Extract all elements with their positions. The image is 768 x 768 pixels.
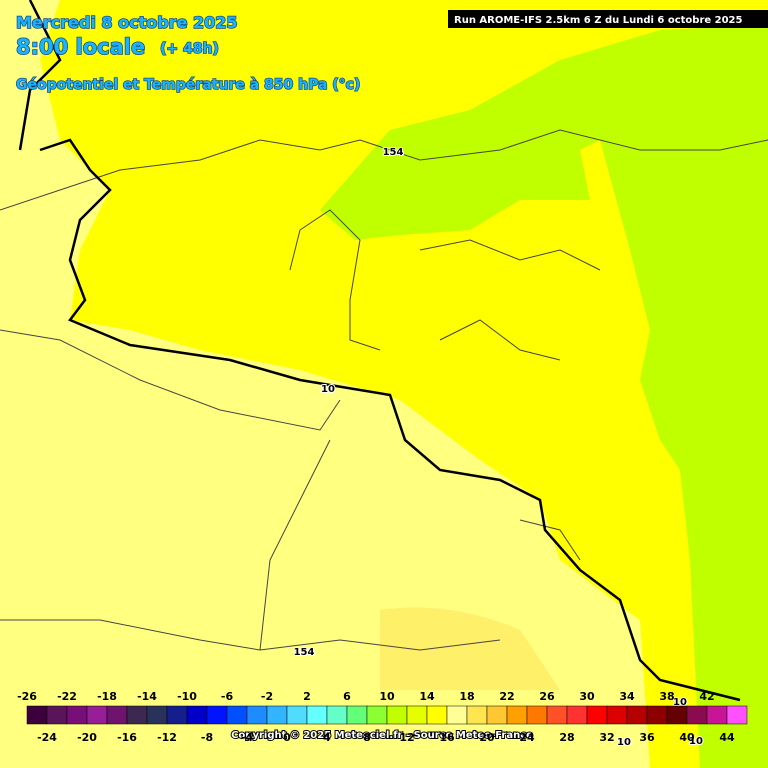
legend-label: 2 <box>303 690 311 703</box>
legend-label: -20 <box>77 731 97 744</box>
time: 8:00 locale <box>16 35 145 59</box>
legend-label: 44 <box>719 731 735 744</box>
legend-swatch <box>186 705 208 725</box>
legend-label: 12 <box>399 731 414 744</box>
legend-swatch <box>366 705 388 725</box>
contour-label: 154 <box>383 147 404 158</box>
legend-swatch <box>646 705 668 725</box>
legend-swatch <box>506 705 528 725</box>
contour-label: 154 <box>294 647 315 658</box>
legend-swatch <box>46 705 68 725</box>
legend-swatch <box>706 705 728 725</box>
legend-label: 18 <box>459 690 474 703</box>
temp-zone <box>380 607 560 690</box>
legend-swatch <box>286 705 308 725</box>
legend-label: -18 <box>97 690 117 703</box>
legend-label: -8 <box>201 731 213 744</box>
legend-swatch <box>606 705 628 725</box>
legend-swatch <box>126 705 148 725</box>
legend-label: -2 <box>261 690 273 703</box>
copyright: Copyright © 2025 Meteociel.fr - Source M… <box>231 730 533 741</box>
legend-swatch <box>526 705 548 725</box>
legend-label: 20 <box>479 731 495 744</box>
legend-label: -10 <box>177 690 197 703</box>
legend-swatch <box>246 705 268 725</box>
legend-swatch <box>386 705 408 725</box>
legend-swatch <box>426 705 448 725</box>
run-box <box>448 10 768 28</box>
run-info: Run AROME-IFS 2.5km 6 Z du Lundi 6 octob… <box>454 15 743 26</box>
legend-label: 16 <box>439 731 455 744</box>
legend-label: 36 <box>639 731 655 744</box>
legend-label: 28 <box>559 731 574 744</box>
legend-label: 0 <box>283 731 291 744</box>
country-border <box>18 0 741 702</box>
legend-label: 34 <box>619 690 635 703</box>
contour-label: 10 <box>617 737 631 748</box>
legend-swatch <box>86 705 108 725</box>
legend-swatch <box>566 705 588 725</box>
legend-swatch <box>266 705 288 725</box>
legend-swatch <box>546 705 568 725</box>
legend-label: 40 <box>679 731 695 744</box>
legend-label: -6 <box>221 690 234 703</box>
legend-swatch <box>486 705 508 725</box>
legend-swatch <box>206 705 228 725</box>
legend-swatch <box>66 705 88 725</box>
legend-label: 22 <box>499 690 514 703</box>
contour-label: 10 <box>689 736 703 747</box>
legend-label: -14 <box>137 690 157 703</box>
legend-label: -24 <box>37 731 57 744</box>
legend-label: 30 <box>579 690 595 703</box>
legend-swatch <box>306 705 328 725</box>
legend-label: 6 <box>343 690 351 703</box>
legend-label: 14 <box>419 690 435 703</box>
legend-swatch <box>466 705 488 725</box>
lead-time: (+ 48h) <box>160 41 219 57</box>
legend-label: 4 <box>323 731 331 744</box>
legend-swatch <box>446 705 468 725</box>
legend-label: -22 <box>57 690 77 703</box>
legend-label: -4 <box>241 731 254 744</box>
contour-label: 10 <box>321 384 335 395</box>
legend-label: 8 <box>363 731 371 744</box>
legend-label: 38 <box>659 690 674 703</box>
legend-swatch <box>666 705 688 725</box>
legend-label: -26 <box>17 690 37 703</box>
legend-swatch <box>686 705 708 725</box>
legend-swatch <box>226 705 248 725</box>
legend-label: 10 <box>379 690 395 703</box>
legend-swatch <box>346 705 368 725</box>
legend-swatch <box>626 705 648 725</box>
legend-label: 32 <box>599 731 614 744</box>
temp-zone <box>320 25 768 768</box>
legend-swatch <box>586 705 608 725</box>
legend-label: -16 <box>117 731 137 744</box>
region-borders <box>0 129 768 651</box>
legend-swatch <box>146 705 168 725</box>
legend-swatch <box>166 705 188 725</box>
legend-label: 24 <box>519 731 535 744</box>
parameter: Géopotentiel et Température à 850 hPa (°… <box>16 77 360 93</box>
legend-label: -12 <box>157 731 177 744</box>
legend-label: 26 <box>539 690 555 703</box>
legend-swatch <box>106 705 128 725</box>
legend-swatch <box>26 705 48 725</box>
legend-swatch <box>406 705 428 725</box>
legend-label: 42 <box>699 690 714 703</box>
date: Mercredi 8 octobre 2025 <box>16 13 238 32</box>
legend-swatch <box>726 705 748 725</box>
legend-swatch <box>326 705 348 725</box>
